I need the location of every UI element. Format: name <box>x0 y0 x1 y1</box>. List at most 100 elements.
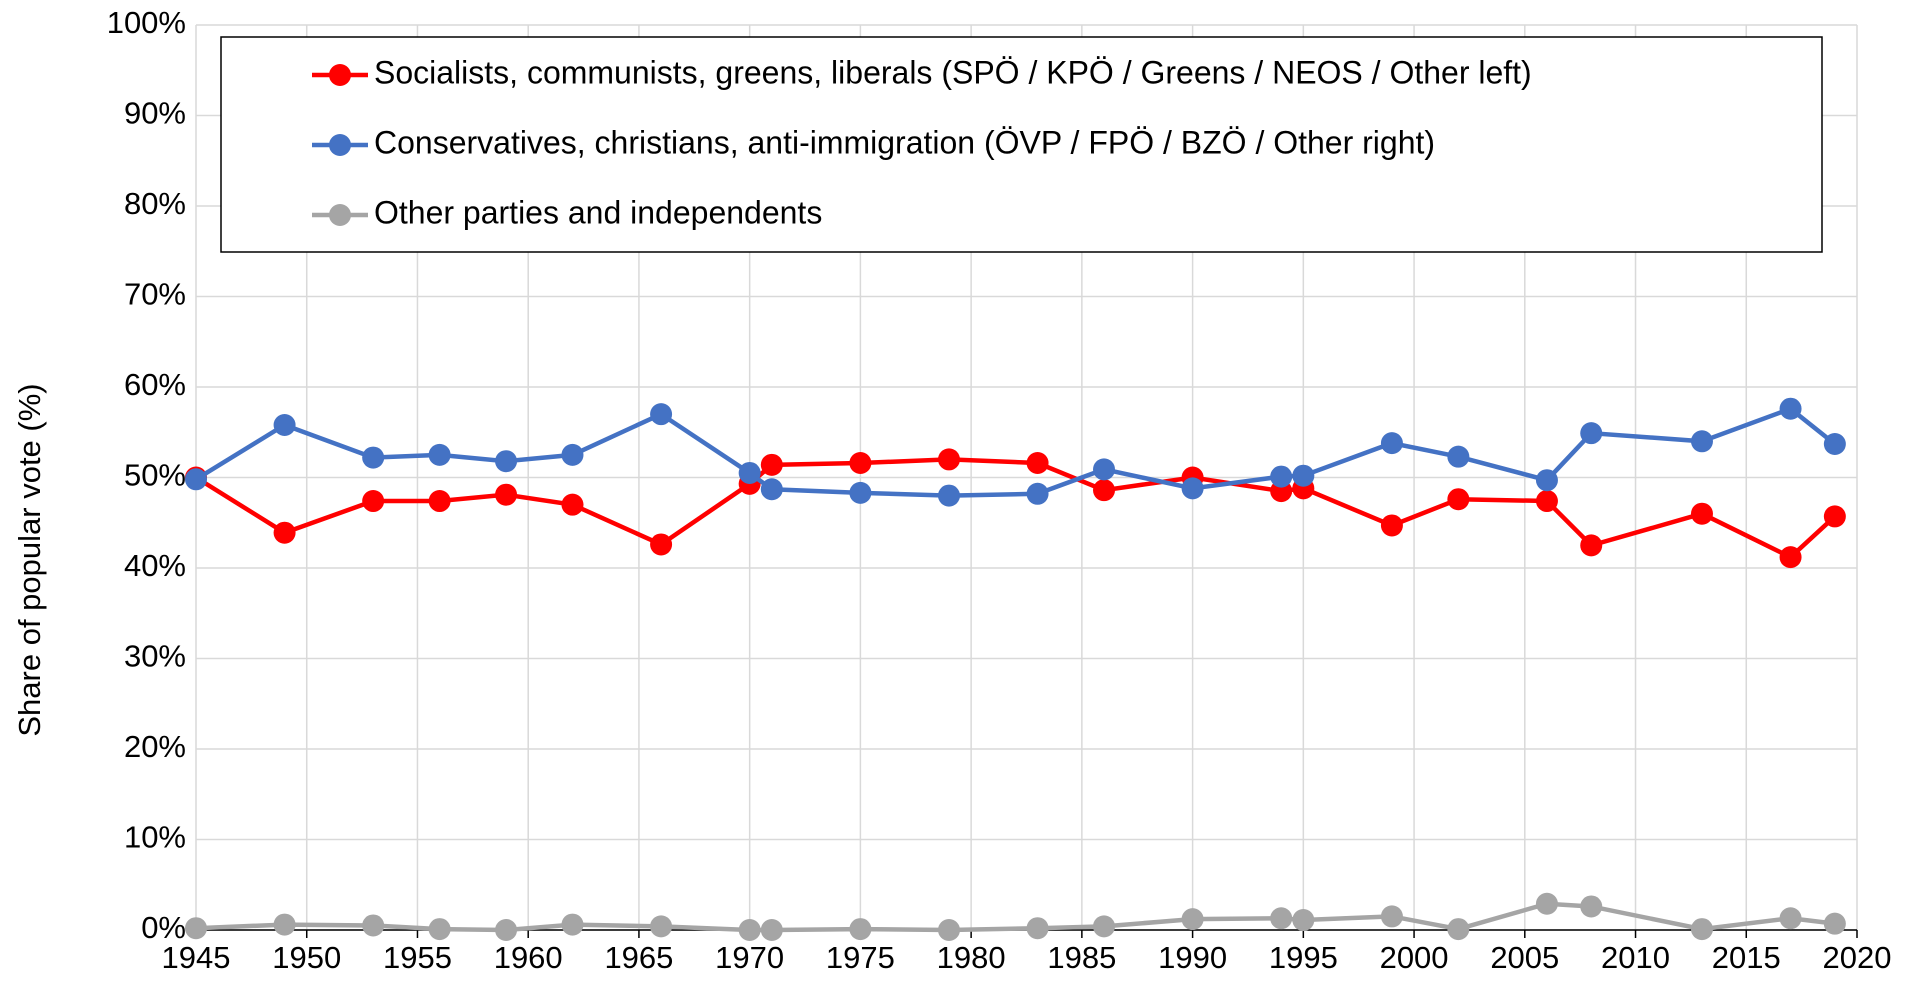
x-tick-label: 1975 <box>826 940 895 975</box>
legend-label: Conservatives, christians, anti-immigrat… <box>374 124 1435 160</box>
x-tick-label: 1960 <box>494 940 563 975</box>
data-point <box>1535 469 1558 492</box>
data-point <box>1093 458 1116 481</box>
x-tick-label: 2010 <box>1601 940 1670 975</box>
x-tick-label: 2020 <box>1823 940 1892 975</box>
data-point <box>362 914 385 937</box>
data-point <box>1535 490 1558 513</box>
y-tick-label: 30% <box>124 639 186 674</box>
y-tick-label: 60% <box>124 367 186 402</box>
x-tick-label: 1990 <box>1158 940 1227 975</box>
data-point <box>273 414 296 437</box>
data-point <box>1026 482 1049 505</box>
data-point <box>1270 907 1293 930</box>
data-point <box>1447 918 1470 941</box>
data-point <box>362 446 385 469</box>
data-point <box>561 913 584 936</box>
data-point <box>428 918 451 941</box>
data-point <box>738 461 761 484</box>
legend-marker <box>329 204 351 226</box>
y-tick-label: 10% <box>124 820 186 855</box>
data-point <box>273 913 296 936</box>
legend-box <box>220 36 1823 253</box>
y-tick-label: 100% <box>107 5 186 40</box>
data-point <box>1580 422 1603 445</box>
x-tick-label: 1945 <box>162 940 231 975</box>
legend: Socialists, communists, greens, liberals… <box>220 36 1823 253</box>
data-point <box>1580 895 1603 918</box>
data-point <box>561 443 584 466</box>
data-point <box>428 443 451 466</box>
y-axis-label: Share of popular vote (%) <box>12 383 47 736</box>
legend-marker <box>329 134 351 156</box>
data-point <box>1823 505 1846 528</box>
data-point <box>1779 907 1802 930</box>
x-tick-label: 1970 <box>715 940 784 975</box>
data-point <box>1380 514 1403 537</box>
data-point <box>1779 546 1802 569</box>
data-point <box>1292 464 1315 487</box>
data-point <box>849 452 872 475</box>
x-tick-label: 2000 <box>1380 940 1449 975</box>
data-point <box>1823 912 1846 935</box>
data-point <box>1026 452 1049 475</box>
data-point <box>937 919 960 941</box>
data-point <box>1292 909 1315 932</box>
y-tick-label: 0% <box>141 910 186 945</box>
x-tick-label: 1985 <box>1047 940 1116 975</box>
data-point <box>849 918 872 941</box>
data-point <box>1690 918 1713 941</box>
data-point <box>1535 892 1558 915</box>
data-point <box>760 453 783 476</box>
data-point <box>561 493 584 516</box>
x-tick-label: 2015 <box>1712 940 1781 975</box>
x-tick-label: 1980 <box>937 940 1006 975</box>
data-point <box>495 450 518 473</box>
data-point <box>738 919 761 941</box>
data-point <box>760 478 783 501</box>
data-point <box>1380 432 1403 455</box>
data-point <box>1447 445 1470 468</box>
data-point <box>1093 915 1116 938</box>
data-point <box>273 521 296 544</box>
x-tick-label: 1955 <box>383 940 452 975</box>
data-point <box>428 490 451 513</box>
data-point <box>1580 534 1603 557</box>
y-tick-label: 80% <box>124 186 186 221</box>
x-tick-label: 2005 <box>1490 940 1559 975</box>
data-point <box>362 490 385 513</box>
data-point <box>1026 917 1049 940</box>
data-point <box>1181 477 1204 500</box>
y-tick-label: 40% <box>124 548 186 583</box>
data-point <box>1181 908 1204 931</box>
legend-label: Other parties and independents <box>374 194 822 230</box>
data-point <box>1779 397 1802 420</box>
data-point <box>495 919 518 941</box>
legend-label: Socialists, communists, greens, liberals… <box>374 54 1532 90</box>
data-point <box>185 917 207 940</box>
y-tick-label: 20% <box>124 729 186 764</box>
data-point <box>650 533 673 556</box>
data-point <box>1380 905 1403 928</box>
data-point <box>937 448 960 471</box>
data-point <box>849 481 872 504</box>
x-tick-label: 1965 <box>604 940 673 975</box>
legend-marker <box>329 64 351 86</box>
y-tick-label: 50% <box>124 458 186 493</box>
data-point <box>185 468 207 491</box>
data-point <box>650 403 673 426</box>
data-point <box>1270 465 1293 488</box>
data-point <box>1690 430 1713 453</box>
data-point <box>650 915 673 938</box>
x-tick-label: 1950 <box>272 940 341 975</box>
y-tick-label: 70% <box>124 277 186 312</box>
x-tick-label: 1995 <box>1269 940 1338 975</box>
data-point <box>760 919 783 941</box>
data-point <box>937 484 960 507</box>
y-tick-label: 90% <box>124 96 186 131</box>
data-point <box>495 483 518 506</box>
data-point <box>1690 502 1713 525</box>
data-point <box>1093 479 1116 502</box>
data-point <box>1823 433 1846 456</box>
